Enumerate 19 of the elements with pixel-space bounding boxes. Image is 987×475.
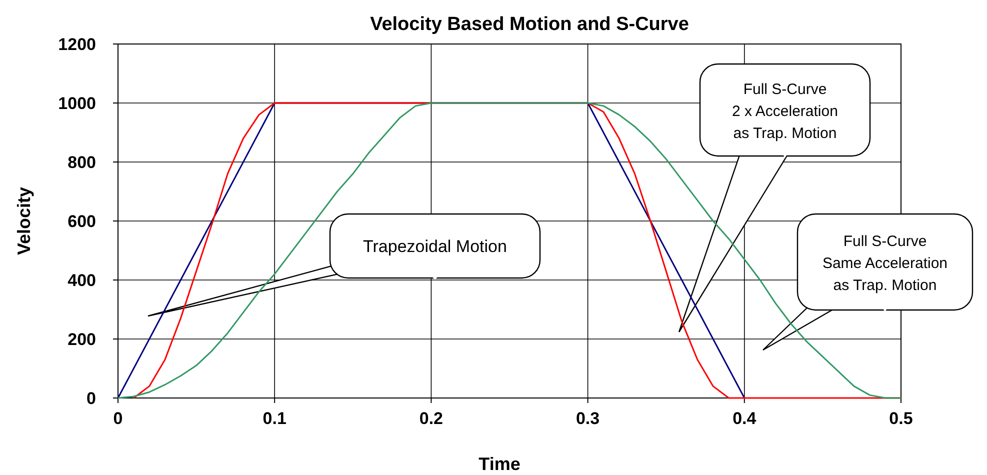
x-tick-label: 0.2	[419, 409, 444, 428]
y-tick-label: 400	[68, 271, 96, 290]
y-tick-label: 600	[68, 212, 96, 231]
x-axis-title: Time	[478, 454, 520, 474]
annotation: Full S-Curve 2 x Acceleration as Trap. Motion	[732, 81, 838, 142]
y-tick-label: 200	[68, 330, 96, 349]
y-tick-label: 800	[68, 153, 96, 172]
chart-title: Velocity Based Motion and S-Curve	[370, 14, 689, 35]
x-tick-label: 0	[113, 409, 123, 428]
x-tick-label: 0.3	[576, 409, 600, 428]
y-tick-label: 0	[86, 389, 96, 408]
y-tick-label: 1000	[58, 94, 96, 113]
x-tick-label: 0.5	[889, 409, 913, 428]
x-tick-label: 0.4	[732, 409, 757, 428]
y-axis-title: Velocity	[14, 186, 34, 256]
annotation: Trapezoidal Motion	[363, 237, 507, 256]
annotation: Full S-Curve Same Acceleration as Trap. Motion	[822, 233, 948, 294]
y-tick-label: 1200	[58, 35, 96, 54]
x-tick-label: 0.1	[262, 409, 286, 428]
